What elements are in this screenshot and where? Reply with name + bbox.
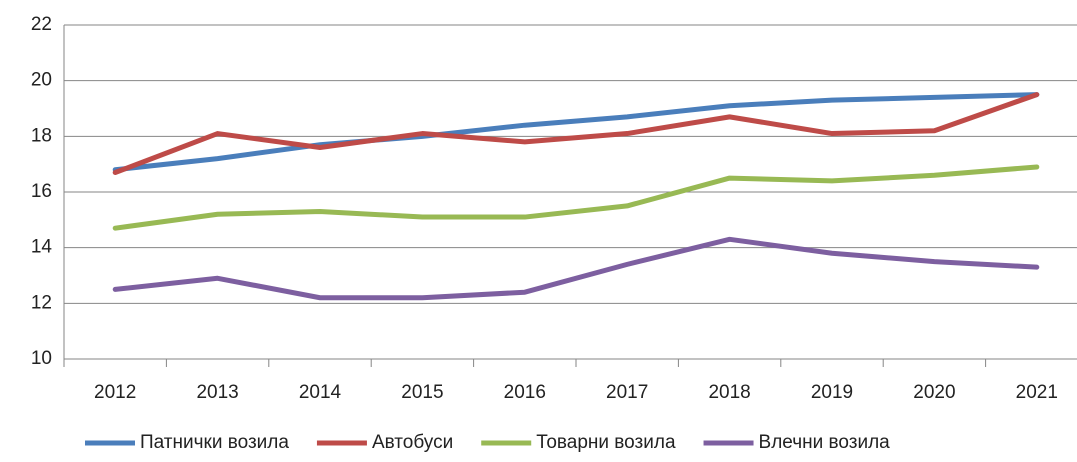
legend-label: Автобуси [372, 432, 453, 453]
y-tick-label: 10 [31, 348, 52, 369]
x-tick-label: 2021 [1016, 382, 1058, 403]
legend-label: Патнички возила [140, 432, 289, 453]
series-line [112, 92, 1040, 173]
y-tick-label: 12 [31, 292, 52, 313]
x-tick-label: 2014 [299, 382, 342, 403]
y-tick-label: 14 [31, 237, 53, 258]
series-line [112, 236, 1040, 301]
x-tick-label: 2015 [401, 382, 443, 403]
x-tick-label: 2016 [504, 382, 546, 403]
legend-label: Товарни возила [536, 432, 676, 453]
y-tick-label: 20 [31, 70, 52, 91]
x-tick-label: 2019 [811, 382, 853, 403]
x-tick-label: 2017 [606, 382, 648, 403]
y-tick-label: 18 [31, 125, 52, 146]
legend-label: Влечни возила [759, 432, 891, 453]
y-tick-label: 22 [31, 14, 52, 35]
x-tick-label: 2020 [913, 382, 955, 403]
series-line [112, 164, 1040, 231]
x-tick-label: 2013 [196, 382, 238, 403]
y-tick-label: 16 [31, 181, 52, 202]
x-tick-label: 2012 [94, 382, 136, 403]
x-tick-label: 2018 [708, 382, 750, 403]
series-line [112, 92, 1040, 176]
